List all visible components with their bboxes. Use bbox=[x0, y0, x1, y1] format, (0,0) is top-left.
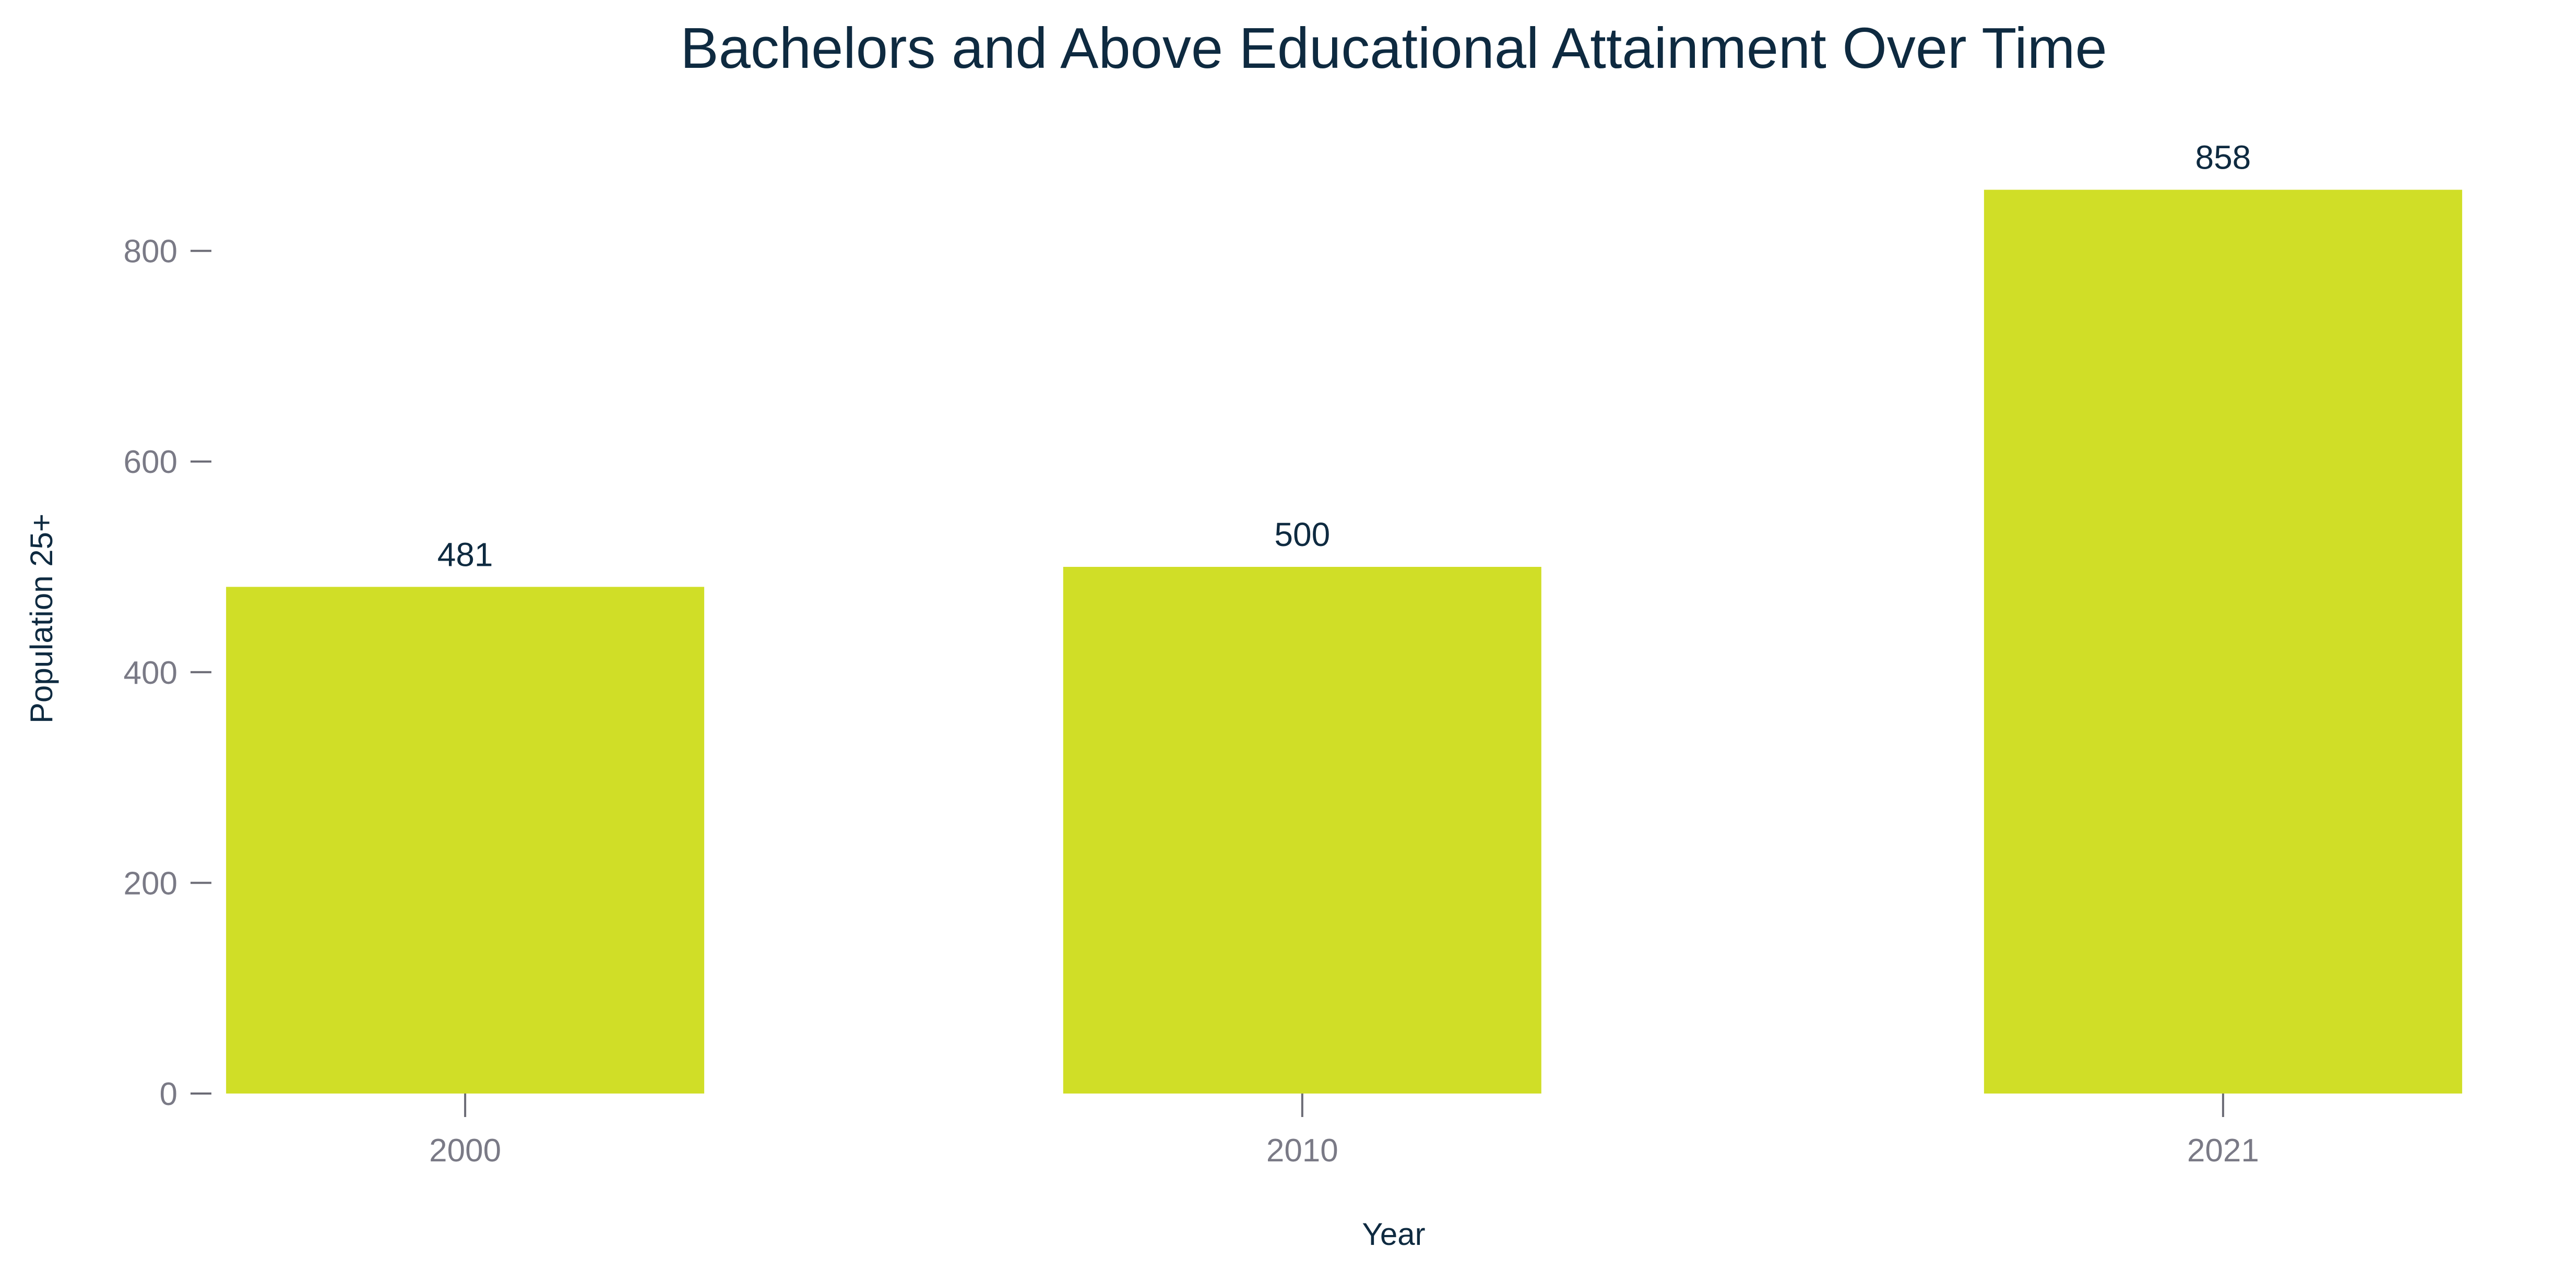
y-tick-label: 600 bbox=[124, 444, 177, 480]
x-tick-label: 2000 bbox=[429, 1133, 501, 1169]
x-axis: 2000 2010 2021 bbox=[429, 1094, 2259, 1169]
y-axis: 0 200 400 600 800 bbox=[124, 234, 211, 1112]
bar-2000 bbox=[226, 587, 705, 1094]
y-axis-title: Population 25+ bbox=[24, 514, 59, 723]
data-labels-group: 481 500 858 bbox=[437, 139, 2251, 574]
chart-title: Bachelors and Above Educational Attainme… bbox=[680, 16, 2107, 80]
data-label-2010: 500 bbox=[1274, 516, 1330, 553]
bars-group bbox=[226, 189, 2462, 1094]
data-label-2000: 481 bbox=[437, 536, 493, 573]
bar-2010 bbox=[1063, 567, 1541, 1094]
y-tick-label: 0 bbox=[160, 1076, 177, 1112]
x-axis-title: Year bbox=[1362, 1217, 1425, 1252]
y-tick-label: 400 bbox=[124, 655, 177, 691]
bar-2021 bbox=[1984, 189, 2462, 1094]
x-tick-label: 2021 bbox=[2187, 1133, 2259, 1169]
y-tick-label: 200 bbox=[124, 865, 177, 901]
x-tick-label: 2010 bbox=[1266, 1133, 1338, 1169]
data-label-2021: 858 bbox=[2195, 139, 2251, 176]
y-tick-label: 800 bbox=[124, 234, 177, 270]
